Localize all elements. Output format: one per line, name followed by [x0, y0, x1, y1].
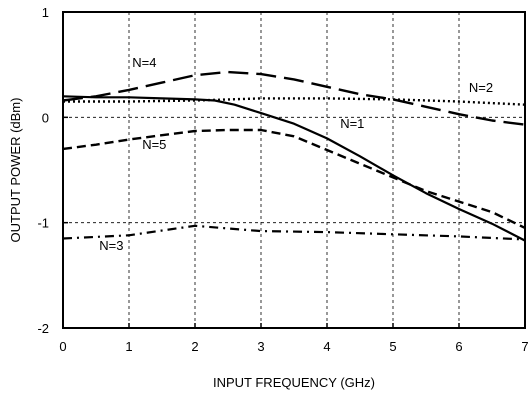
x-tick-label: 5: [389, 339, 396, 354]
x-tick-label: 1: [125, 339, 132, 354]
tick-marks: [62, 11, 526, 329]
grid-lines: [63, 12, 525, 328]
x-axis-label: INPUT FREQUENCY (GHz): [213, 375, 375, 390]
x-tick-label: 2: [191, 339, 198, 354]
series-line-n4: [62, 70, 526, 126]
series-line-n1: [62, 95, 526, 242]
series-group: [62, 70, 526, 242]
series-line-n5: [62, 128, 526, 229]
y-tick-label: 0: [42, 110, 49, 125]
series-label: N=5: [142, 137, 166, 152]
x-tick-label: 4: [323, 339, 330, 354]
series-label: N=4: [132, 55, 156, 70]
series-label: N=3: [99, 238, 123, 253]
series-label: N=1: [340, 116, 364, 131]
y-tick-label: 1: [42, 5, 49, 20]
series-label: N=2: [469, 80, 493, 95]
plot-frame: [62, 11, 526, 329]
x-tick-label: 6: [455, 339, 462, 354]
series-line-n3: [62, 224, 526, 241]
x-tick-label: 7: [521, 339, 528, 354]
tick-labels: 0 1 2 3 4 5 6 7 1 0 -1 -2: [37, 5, 528, 354]
x-tick-label: 0: [59, 339, 66, 354]
series-labels: N=1 N=2 N=3 N=4 N=5: [99, 55, 493, 253]
x-tick-label: 3: [257, 339, 264, 354]
y-axis-label: OUTPUT POWER (dBm): [8, 98, 23, 243]
series-line-n2: [63, 97, 526, 106]
y-tick-label: -1: [37, 216, 49, 231]
y-tick-label: -2: [37, 321, 49, 336]
